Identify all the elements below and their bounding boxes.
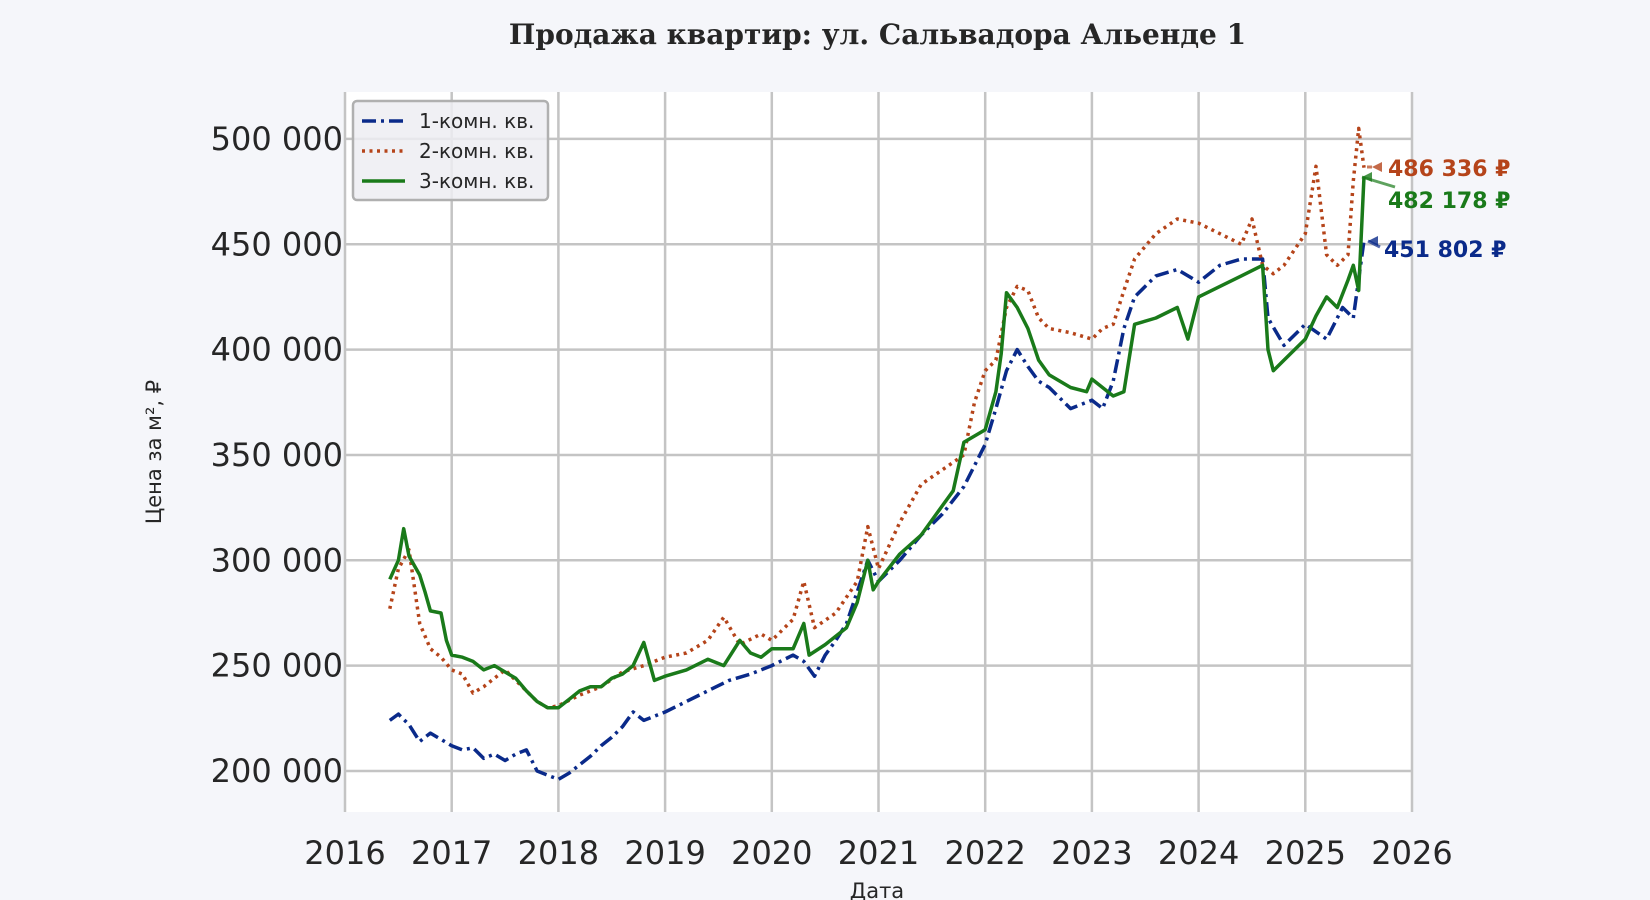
y-axis-label: Цена за м², ₽ [142,380,166,524]
annotation-label: 451 802 ₽ [1384,238,1506,263]
x-tick-label: 2020 [731,834,812,872]
x-tick-label: 2026 [1371,834,1452,872]
annotation-label: 486 336 ₽ [1388,157,1510,182]
series-line-1 [388,240,1366,782]
x-tick-label: 2024 [1158,834,1239,872]
arrowhead-icon [1372,162,1382,172]
series-lines [388,126,1366,782]
legend-label-2: 2-комн. кв. [419,139,534,163]
arrowhead-icon [1362,172,1372,182]
x-tick-label: 2025 [1265,834,1346,872]
arrowhead-icon [1368,236,1378,246]
x-axis-ticks: 2016 2017 2018 2019 2020 2021 2022 2023 2024 2025… [304,834,1452,872]
y-tick-label: 450 000 [211,225,343,263]
y-tick-label: 300 000 [211,541,343,579]
x-tick-label: 2023 [1051,834,1132,872]
y-tick-label: 500 000 [211,120,343,158]
x-axis-label: Дата [850,879,904,900]
y-tick-label: 250 000 [211,647,343,685]
annotation-label: 482 178 ₽ [1388,189,1510,214]
x-tick-label: 2021 [838,834,919,872]
legend: 1-комн. кв. 2-комн. кв. 3-комн. кв. [351,99,550,202]
x-tick-label: 2019 [624,834,705,872]
series-line-3 [388,176,1366,710]
end-value-annotations: 486 336 ₽ 482 178 ₽ 451 802 ₽ [1361,157,1510,263]
x-tick-label: 2022 [944,834,1025,872]
x-tick-label: 2016 [304,834,385,872]
y-tick-label: 350 000 [211,436,343,474]
chart-title: Продажа квартир: ул. Сальвадора Альенде … [508,18,1247,51]
y-axis-ticks: 200 000 250 000 300 000 350 000 400 000 450 0… [211,120,343,790]
grid-lines [343,92,1414,812]
series-line-2 [388,126,1366,710]
legend-label-1: 1-комн. кв. [419,109,534,133]
y-tick-label: 200 000 [211,752,343,790]
legend-label-3: 3-комн. кв. [419,169,534,193]
y-tick-label: 400 000 [211,331,343,369]
x-tick-label: 2017 [411,834,492,872]
x-tick-label: 2018 [518,834,599,872]
